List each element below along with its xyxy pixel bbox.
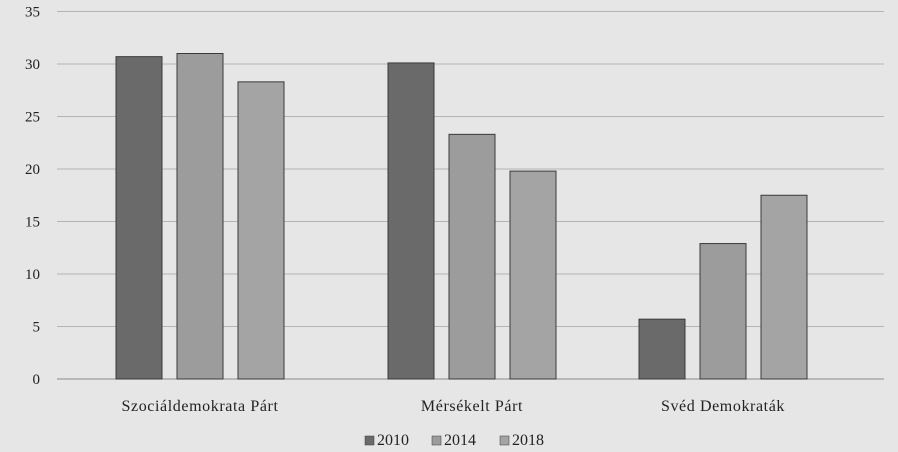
y-tick-label: 15 [25,215,40,231]
bar-2014-2 [699,243,747,380]
legend: 2010 2014 2018 [364,432,544,449]
x-category-label: Mérsékelt Párt [421,398,523,415]
y-tick-label: 25 [25,110,40,126]
y-tick-label: 0 [33,372,41,388]
bar-2014-1 [448,133,496,380]
legend-label-2010: 2010 [377,432,409,449]
y-tick-label: 30 [25,57,40,73]
bar-2010-2 [638,318,686,380]
x-category-label: Szociáldemokrata Párt [122,398,279,415]
legend-label-2018: 2018 [512,432,544,449]
y-axis-ticks: 0 5 10 15 20 25 30 35 [25,5,40,389]
y-tick-label: 10 [25,267,40,283]
y-tick-label: 5 [33,320,41,336]
y-tick-label: 20 [25,162,40,178]
bar-2014-0 [176,53,224,380]
x-axis-labels: Szociáldemokrata Párt Mérsékelt Párt Svéd … [122,398,785,415]
legend-swatch-2018 [499,435,510,446]
bar-2010-0 [115,56,163,380]
legend-swatch-2014 [431,435,442,446]
bar-2018-1 [509,170,557,380]
bar-2010-1 [387,62,435,380]
bar-2018-2 [760,194,808,380]
y-tick-label: 35 [25,5,40,21]
legend-swatch-2010 [364,435,375,446]
bars [115,53,808,380]
x-category-label: Svéd Demokraták [661,398,785,415]
legend-label-2014: 2014 [444,432,476,449]
bar-2018-0 [237,81,285,380]
